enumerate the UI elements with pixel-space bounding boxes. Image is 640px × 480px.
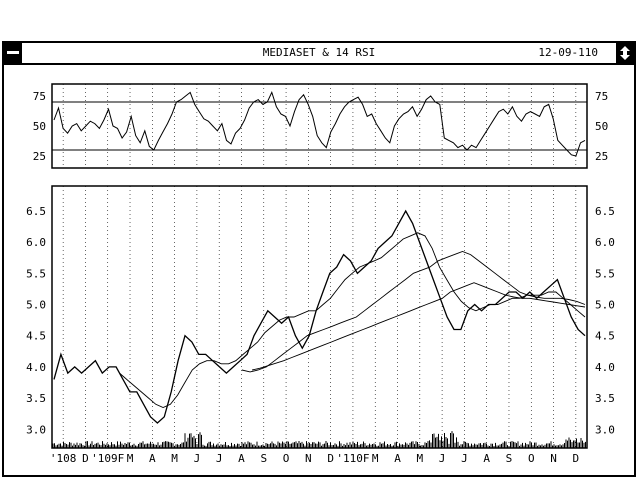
price-ytick-left: 5.5 — [26, 267, 46, 280]
x-tick-label: N — [305, 452, 312, 465]
price-ytick-right: 4.5 — [595, 330, 615, 343]
x-tick-label: S — [506, 452, 513, 465]
title-bar: MEDIASET & 14 RSI 12-09-110 — [4, 43, 634, 65]
x-axis-labels: '108 D '109F M A M J J A S O N D '110F M A M J J A S O N D — [50, 452, 579, 465]
x-tick-label: A — [394, 452, 401, 465]
price-ytick-left: 4.0 — [26, 361, 46, 374]
x-tick-label: D — [573, 452, 580, 465]
rsi-ytick-right: 75 — [595, 90, 608, 103]
price-ytick-right: 5.5 — [595, 267, 615, 280]
price-line — [53, 209, 586, 424]
x-tick-label: N — [550, 452, 557, 465]
price-ytick-right: 5.0 — [595, 299, 615, 312]
x-tick-label: J — [216, 452, 223, 465]
rsi-ytick-left: 50 — [33, 120, 46, 133]
price-ytick-right: 3.5 — [595, 392, 615, 405]
volume-bars — [52, 431, 586, 448]
rsi-ytick-left: 25 — [33, 150, 46, 163]
x-tick-label: D — [327, 452, 334, 465]
moving-average-line — [119, 232, 586, 408]
window-date: 12-09-110 — [538, 46, 598, 59]
price-panel: 6.5 6.5 6.0 6.0 5.5 5.5 5.0 5.0 4.5 4.5 4.0 4.0 3.5 3… — [26, 185, 615, 449]
x-tick-label: A — [238, 452, 245, 465]
x-tick-label: M — [171, 452, 178, 465]
maximize-icon[interactable] — [616, 43, 634, 63]
price-ytick-left: 5.0 — [26, 299, 46, 312]
x-tick-label: '110F — [336, 452, 369, 465]
x-tick-label: '108 — [50, 452, 77, 465]
price-ytick-left: 4.5 — [26, 330, 46, 343]
rsi-line — [53, 91, 586, 157]
rsi-ytick-right: 50 — [595, 120, 608, 133]
price-ytick-right: 3.0 — [595, 423, 615, 436]
rsi-ytick-left: 75 — [33, 90, 46, 103]
price-ytick-left: 3.0 — [26, 423, 46, 436]
x-tick-label: M — [127, 452, 134, 465]
rsi-panel: 75 75 50 50 25 25 — [33, 83, 608, 169]
x-tick-label: O — [283, 452, 290, 465]
x-tick-label: D — [82, 452, 89, 465]
window-title: MEDIASET & 14 RSI — [262, 46, 376, 59]
x-tick-label: S — [260, 452, 267, 465]
x-tick-label: A — [483, 452, 490, 465]
price-ytick-left: 6.5 — [26, 205, 46, 218]
price-ytick-right: 4.0 — [595, 361, 615, 374]
x-tick-label: O — [528, 452, 535, 465]
x-tick-label: J — [194, 452, 201, 465]
price-ytick-left: 3.5 — [26, 392, 46, 405]
x-tick-label: '109F — [91, 452, 124, 465]
price-ytick-right: 6.0 — [595, 236, 615, 249]
x-tick-label: J — [439, 452, 446, 465]
moving-average-line — [241, 251, 586, 373]
moving-average-line — [252, 282, 586, 371]
chart-window: MEDIASET & 14 RSI 12-09-110 75 75 50 50 25 25… — [2, 41, 636, 477]
chart-area: 75 75 50 50 25 25 6.5 6.5 6.0 6.0 5.5 5.5 5.0 5.0 4.5… — [26, 83, 615, 465]
rsi-ytick-right: 25 — [595, 150, 608, 163]
x-tick-label: M — [372, 452, 379, 465]
price-frame — [51, 185, 588, 449]
price-ytick-right: 6.5 — [595, 205, 615, 218]
x-tick-label: A — [149, 452, 156, 465]
x-tick-label: J — [461, 452, 468, 465]
rsi-frame — [51, 83, 588, 169]
system-menu-icon[interactable] — [4, 43, 22, 63]
price-ytick-left: 6.0 — [26, 236, 46, 249]
x-tick-label: M — [417, 452, 424, 465]
